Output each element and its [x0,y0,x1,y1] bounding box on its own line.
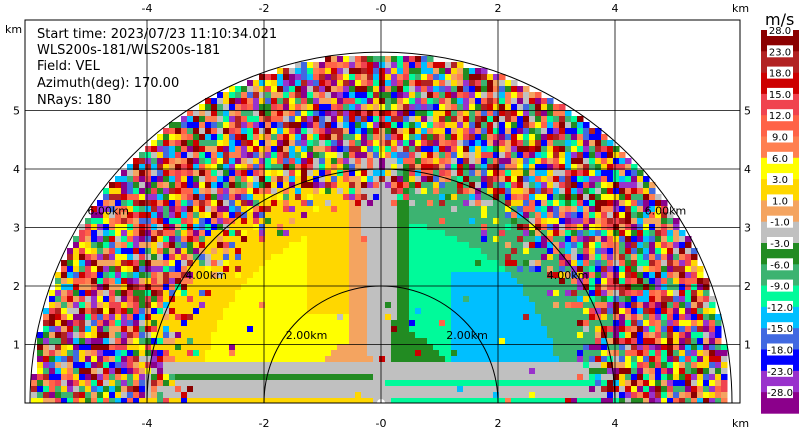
colorbar-label-box [767,66,793,79]
y-tick-label-left: 1 [13,339,20,352]
range-ring-label: 4.00km [547,269,589,282]
y-tick-label-left: 5 [13,105,20,118]
colorbar-tick-label: -3.0 [770,239,790,250]
y-tick-label-right: 3 [744,222,751,235]
colorbar-tick-label: -23.0 [767,367,793,378]
colorbar-label-box [767,45,793,58]
range-ring [263,285,499,404]
axes: -4 -4 -2 -2 -0 -0 2 2 4 4 1 1 2 2 3 3 4 4 5 5 km km km [5,2,751,430]
x-tick-label-bottom: 4 [612,417,619,430]
colorbar-label-box [767,300,793,313]
range-rings: 2.00km 2.00km 4.00km 4.00km 6.00km 6.00km [29,51,733,404]
nrays-text: NRays: 180 [37,93,112,108]
start-time-text: Start time: 2023/07/23 11:10:34.021 [37,27,278,42]
x-tick-label-top: 4 [612,2,619,15]
range-ring-label: 2.00km [286,329,328,342]
colorbar-label-box [767,258,793,271]
colorbar-unit-label: m/s [765,10,795,29]
axis-unit-label: km [5,23,22,36]
x-tick-label-top: 2 [495,2,502,15]
velocity-field-image [31,56,728,403]
colorbar-tick-label: 18.0 [769,69,791,80]
colorbar-tick-label: 1.0 [772,196,788,207]
colorbar-tick-label: 28.0 [769,26,791,37]
colorbar-tick-label: 9.0 [772,133,788,144]
colorbar-label-box [767,364,793,377]
colorbar-tick-label: -18.0 [767,346,793,357]
azimuth-text: Azimuth(deg): 170.00 [37,76,180,91]
y-tick-label-right: 5 [744,105,751,118]
colorbar-tick-label: -28.0 [767,388,793,399]
y-tick-label-right: 4 [744,163,751,176]
x-tick-label-bottom: 2 [495,417,502,430]
colorbar-label-box [767,343,793,356]
plot-frame [24,19,741,404]
range-ring-label: 4.00km [185,269,227,282]
axis-unit-label: km [732,417,749,430]
colorbar-tick-label: 12.0 [769,111,791,122]
colorbar-tick-label: 15.0 [769,90,791,101]
colorbar-label-box [767,215,793,228]
colorbar-label-box [767,130,793,143]
colorbar-label-box [767,87,793,100]
colorbar-tick-label: -1.0 [770,218,790,229]
colorbar-label-box [767,237,793,249]
colorbar-tick-label: -6.0 [770,260,790,271]
colorbar-label-box [767,173,793,186]
instrument-text: WLS200s-181/WLS200s-181 [37,43,221,58]
colorbar-label-box [767,109,793,122]
y-tick-label-right: 1 [744,339,751,352]
colorbar: 28.0 23.0 18.0 15.0 12.0 9.0 6.0 3.0 1.0 -1.0 -3.0… [761,24,799,414]
colorbar-label-box [767,279,793,292]
range-ring-label: 6.00km [87,205,129,218]
y-tick-label-right: 2 [744,280,751,293]
x-tick-label-top: -4 [142,2,153,15]
colorbar-label-box [767,194,793,207]
y-tick-label-left: 3 [13,222,20,235]
colorbar-tick-label: -12.0 [767,303,793,314]
range-ring [29,51,733,404]
colorbar-label-box [767,322,793,335]
colorbar-tick-label: -15.0 [767,324,793,335]
x-tick-label-top: -0 [376,2,387,15]
colorbar-label-box [767,24,793,36]
x-tick-label-top: -2 [259,2,270,15]
colorbar-label-box [767,151,793,164]
grid-lines [25,20,740,403]
y-tick-label-left: 2 [13,280,20,293]
x-tick-label-bottom: -0 [376,417,387,430]
colorbar-tick-label: -9.0 [770,282,790,293]
field-text: Field: VEL [37,59,100,74]
x-tick-label-bottom: -4 [142,417,153,430]
range-ring [146,168,616,404]
colorbar-label-box [767,386,793,399]
axis-unit-label: km [732,2,749,15]
y-tick-label-left: 4 [13,163,20,176]
range-ring-label: 6.00km [645,205,687,218]
colorbar-tick-label: 23.0 [769,47,791,58]
range-ring-label: 2.00km [446,329,488,342]
colorbar-tick-label: 3.0 [772,175,788,186]
x-tick-label-bottom: -2 [259,417,270,430]
colorbar-tick-label: 6.0 [772,154,788,165]
